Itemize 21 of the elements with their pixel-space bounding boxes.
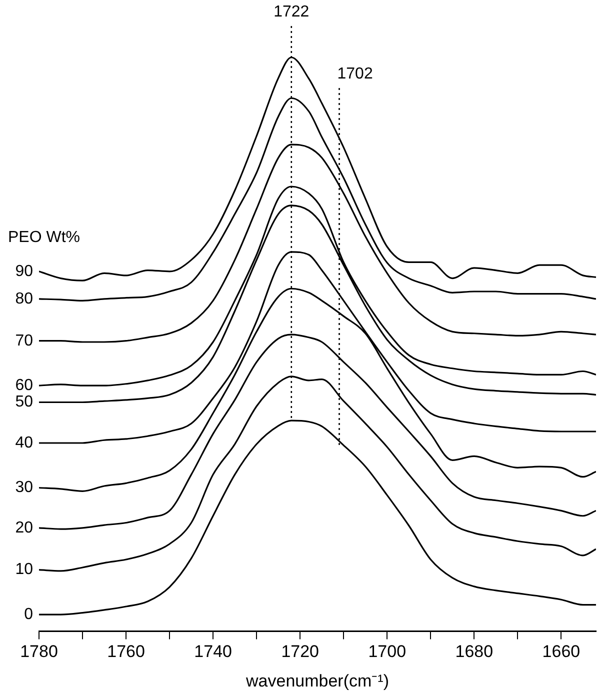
series-label: 90 — [15, 262, 34, 280]
series-label: 20 — [15, 519, 34, 536]
x-axis-title: wavenumber(cm⁻¹) — [245, 671, 389, 690]
legend-title: PEO Wt% — [8, 228, 80, 246]
annotation: 1702 — [337, 65, 373, 82]
ref-line-label: 1722 — [274, 3, 310, 20]
series-label: 50 — [15, 394, 34, 411]
x-tick-label: 1660 — [542, 642, 580, 662]
x-tick-label: 1740 — [194, 642, 232, 662]
x-tick-label: 1720 — [281, 642, 320, 662]
series-label: 0 — [24, 606, 34, 623]
series-label: 80 — [15, 290, 34, 308]
series-label: 40 — [15, 434, 34, 452]
x-tick-label: 1700 — [368, 642, 406, 662]
series-label: 30 — [15, 479, 34, 496]
series-label: 10 — [15, 561, 34, 578]
x-tick-label: 1780 — [20, 642, 58, 662]
series-label: 70 — [15, 332, 34, 350]
x-tick-label: 1760 — [107, 642, 145, 662]
series-label: 60 — [15, 377, 34, 394]
x-tick-label: 1680 — [455, 642, 494, 662]
